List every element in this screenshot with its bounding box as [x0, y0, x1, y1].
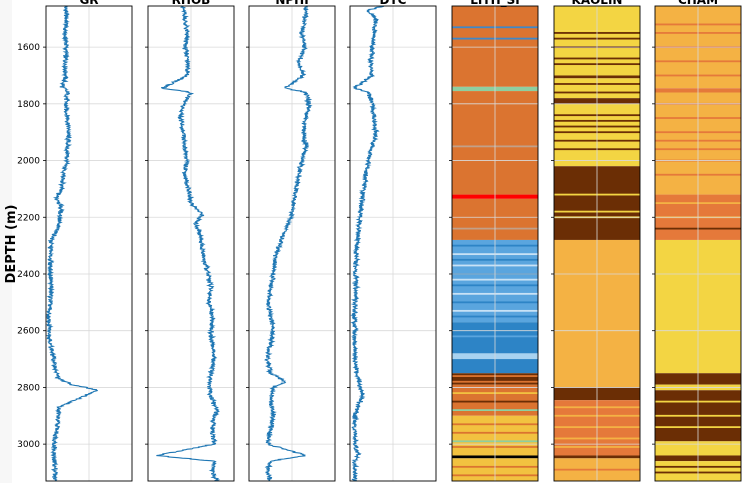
y-axis-title: DEPTH (m): [4, 205, 19, 284]
panel-title: RHOB: [172, 0, 211, 7]
y-tick-label: 2200: [17, 213, 40, 223]
log-curve: [45, 5, 98, 482]
panel-title: LITH_SI: [470, 0, 519, 8]
y-tick-label: 2600: [17, 327, 40, 337]
panel-title: GR: [79, 0, 98, 7]
log-curve: [156, 5, 221, 482]
y-tick-label: 3000: [17, 440, 40, 450]
y-tick-label: 2000: [17, 157, 40, 167]
panel-title: KAOLIN: [572, 0, 623, 7]
log-curve: [350, 5, 385, 482]
panel-frame: [248, 5, 336, 482]
panel-kaolin: KAOLIN: [551, 0, 641, 482]
panel-lith-si: LITH_SI: [449, 0, 539, 482]
panel-title: CHAM: [678, 0, 718, 7]
panel-gr: GR: [43, 0, 133, 482]
y-tick-label: 2800: [17, 383, 40, 393]
panel-frame: [553, 5, 641, 482]
panel-frame: [147, 5, 235, 482]
y-tick-label: 2400: [17, 270, 40, 280]
panel-dtc: DTC: [347, 0, 437, 482]
panel-rhob: RHOB: [145, 0, 235, 482]
panel-title: DTC: [380, 0, 407, 7]
panel-cham: CHAM: [652, 0, 742, 482]
y-tick-label: 1600: [17, 43, 40, 53]
panel-title: NPHI: [275, 0, 308, 7]
panel-frame: [654, 5, 742, 482]
y-tick-label: 1800: [17, 100, 40, 110]
panel-nphi: NPHI: [246, 0, 336, 482]
log-curve: [264, 5, 313, 482]
log-panels: GR RHOB NPHI DTC LITH_SI KAOLIN CHAM 1600 1800 20…: [17, 0, 742, 482]
figure-background-margin: [0, 0, 12, 483]
panel-frame: [451, 5, 539, 482]
panel-frame: [45, 5, 133, 482]
panel-frame: [349, 5, 437, 482]
